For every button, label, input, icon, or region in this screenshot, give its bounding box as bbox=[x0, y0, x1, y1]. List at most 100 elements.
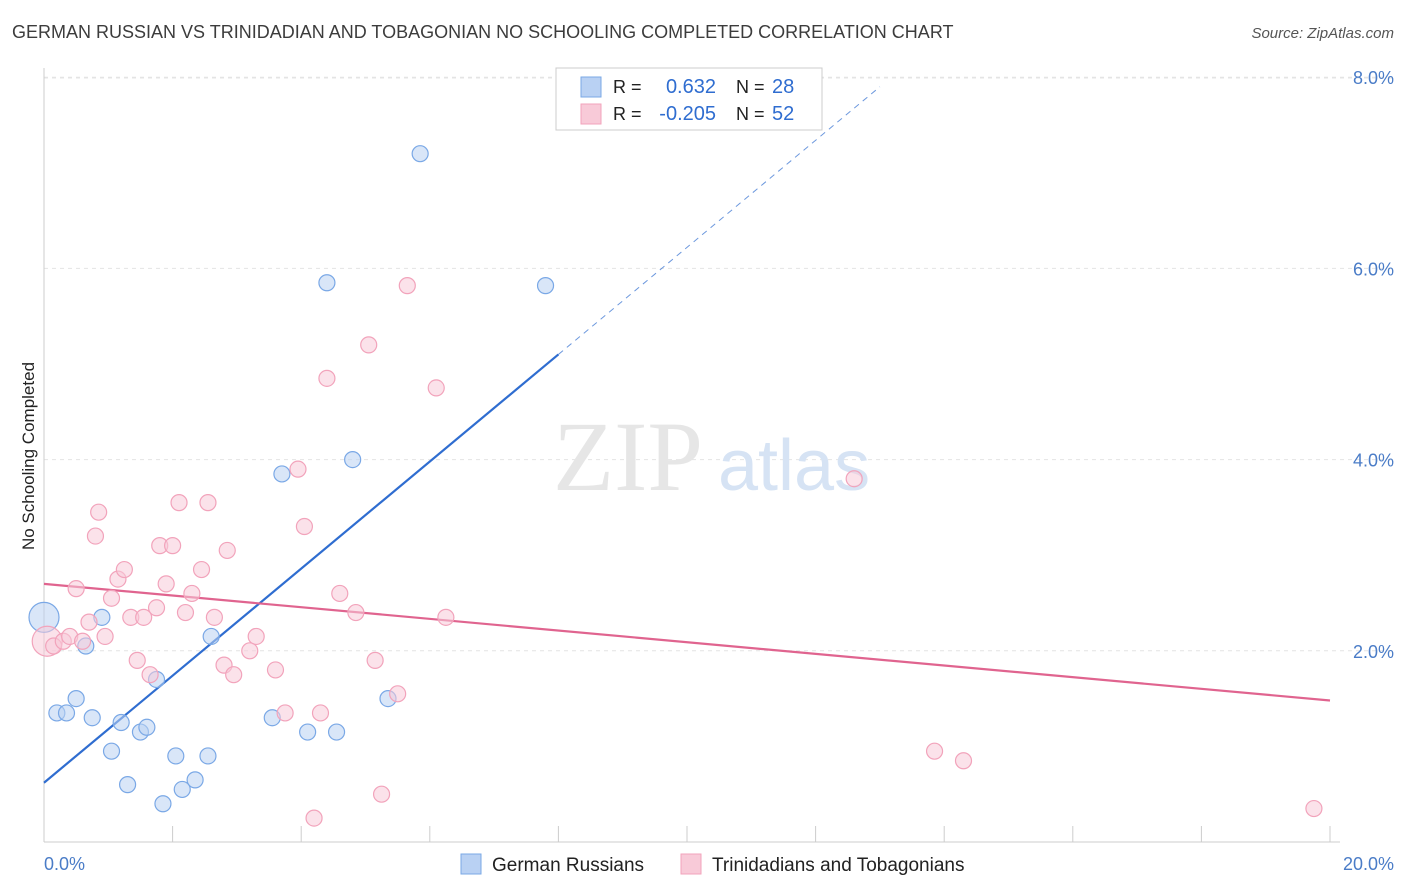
point-german-russians bbox=[273, 465, 291, 483]
point-trinidadians bbox=[67, 580, 85, 598]
point-trinidadians bbox=[427, 379, 445, 397]
watermark-zip: ZIP bbox=[553, 401, 703, 512]
chart-source: Source: ZipAtlas.com bbox=[1251, 25, 1394, 42]
x-tick-marks bbox=[43, 826, 1331, 842]
point-trinidadians bbox=[241, 642, 259, 660]
point-trinidadians bbox=[135, 608, 153, 626]
y-tick-label: 8.0% bbox=[1353, 68, 1394, 88]
point-trinidadians bbox=[164, 537, 182, 555]
point-trinidadians bbox=[366, 651, 384, 669]
point-trinidadians bbox=[199, 494, 217, 512]
point-german-russians bbox=[318, 274, 336, 292]
stats-r-label-0: R = bbox=[613, 77, 642, 97]
stats-n-value-1: 52 bbox=[772, 103, 794, 125]
point-trinidadians bbox=[266, 661, 285, 679]
y-tick-labels: 2.0% 4.0% 6.0% 8.0% bbox=[1353, 68, 1394, 662]
watermark: ZIP atlas bbox=[553, 401, 870, 512]
point-trinidadians bbox=[347, 603, 365, 622]
point-trinidadians bbox=[318, 369, 336, 387]
y-axis-label: No Schooling Completed bbox=[19, 362, 38, 550]
trend-line-extension-0 bbox=[558, 86, 881, 355]
bottom-legend: German Russians Trinidadians and Tobagon… bbox=[460, 853, 964, 876]
stats-swatch-german-russians bbox=[580, 76, 602, 98]
y-tick-label: 6.0% bbox=[1353, 259, 1394, 279]
legend-swatch-german-russians bbox=[460, 853, 482, 875]
point-german-russians bbox=[112, 713, 130, 732]
stats-n-value-0: 28 bbox=[772, 76, 794, 98]
point-trinidadians bbox=[331, 584, 349, 603]
x-tick-label-max: 20.0% bbox=[1343, 854, 1394, 874]
point-german-russians bbox=[202, 627, 220, 646]
stats-swatch-trinidadians bbox=[580, 103, 602, 125]
point-trinidadians bbox=[176, 603, 195, 622]
point-german-russians bbox=[186, 771, 204, 789]
point-german-russians bbox=[173, 780, 191, 799]
point-trinidadians bbox=[845, 470, 863, 488]
trend-lines bbox=[43, 86, 1331, 784]
stats-r-value-1: -0.205 bbox=[659, 103, 716, 125]
point-trinidadians bbox=[147, 599, 166, 617]
point-german-russians bbox=[138, 718, 156, 736]
legend-label-trinidadians: Trinidadians and Tobagonians bbox=[712, 855, 964, 876]
point-trinidadians bbox=[295, 517, 314, 536]
point-trinidadians bbox=[247, 627, 265, 646]
point-trinidadians bbox=[90, 503, 108, 521]
legend-swatch-trinidadians bbox=[680, 853, 702, 875]
point-trinidadians bbox=[289, 460, 307, 478]
point-german-russians bbox=[83, 709, 101, 727]
point-trinidadians bbox=[157, 575, 175, 593]
point-trinidadians bbox=[128, 651, 146, 669]
point-german-russians bbox=[102, 742, 121, 760]
point-german-russians bbox=[327, 723, 346, 741]
point-trinidadians bbox=[954, 752, 973, 770]
point-trinidadians bbox=[80, 613, 98, 631]
point-trinidadians bbox=[218, 541, 236, 560]
point-german-russians bbox=[118, 776, 137, 794]
point-german-russians bbox=[67, 689, 85, 708]
point-trinidadians bbox=[925, 742, 944, 760]
point-trinidadians bbox=[192, 560, 211, 579]
point-trinidadians bbox=[225, 666, 243, 684]
legend-label-german-russians: German Russians bbox=[492, 855, 644, 876]
x-tick-label-min: 0.0% bbox=[44, 854, 85, 874]
point-trinidadians bbox=[170, 494, 188, 512]
point-german-russians bbox=[167, 747, 185, 765]
point-trinidadians bbox=[437, 608, 455, 626]
chart-title: GERMAN RUSSIAN VS TRINIDADIAN AND TOBAGO… bbox=[12, 22, 953, 42]
point-trinidadians bbox=[141, 666, 159, 684]
point-trinidadians bbox=[102, 589, 121, 607]
point-german-russians bbox=[536, 277, 555, 295]
point-german-russians bbox=[299, 723, 317, 741]
point-german-russians bbox=[154, 795, 172, 813]
point-trinidadians bbox=[96, 627, 114, 646]
trend-line-1 bbox=[43, 582, 1331, 702]
gridlines bbox=[44, 76, 1394, 652]
point-trinidadians bbox=[205, 608, 223, 626]
point-trinidadians bbox=[73, 632, 92, 650]
point-trinidadians bbox=[305, 809, 323, 827]
point-trinidadians bbox=[276, 704, 294, 722]
stats-n-label-1: N = bbox=[736, 104, 765, 124]
point-german-russians bbox=[344, 451, 362, 469]
point-german-russians bbox=[57, 704, 76, 722]
point-trinidadians bbox=[372, 785, 391, 803]
stats-r-label-1: R = bbox=[613, 104, 642, 124]
point-trinidadians bbox=[115, 560, 133, 579]
y-tick-label: 2.0% bbox=[1353, 642, 1394, 662]
point-german-russians bbox=[199, 747, 217, 765]
stats-n-label-0: N = bbox=[736, 77, 765, 97]
watermark-atlas: atlas bbox=[718, 426, 870, 506]
trend-line-0 bbox=[43, 353, 560, 784]
point-trinidadians bbox=[311, 704, 330, 722]
stats-r-value-0: 0.632 bbox=[666, 76, 716, 98]
point-trinidadians bbox=[183, 584, 201, 603]
point-trinidadians bbox=[398, 277, 416, 295]
point-trinidadians bbox=[86, 527, 105, 545]
point-trinidadians bbox=[389, 685, 407, 703]
point-trinidadians bbox=[1305, 799, 1323, 818]
point-german-russians bbox=[411, 145, 429, 163]
point-trinidadians bbox=[360, 336, 378, 354]
stats-legend: R = 0.632 N = 28 R = -0.205 N = 52 bbox=[555, 67, 823, 131]
y-tick-label: 4.0% bbox=[1353, 451, 1394, 471]
